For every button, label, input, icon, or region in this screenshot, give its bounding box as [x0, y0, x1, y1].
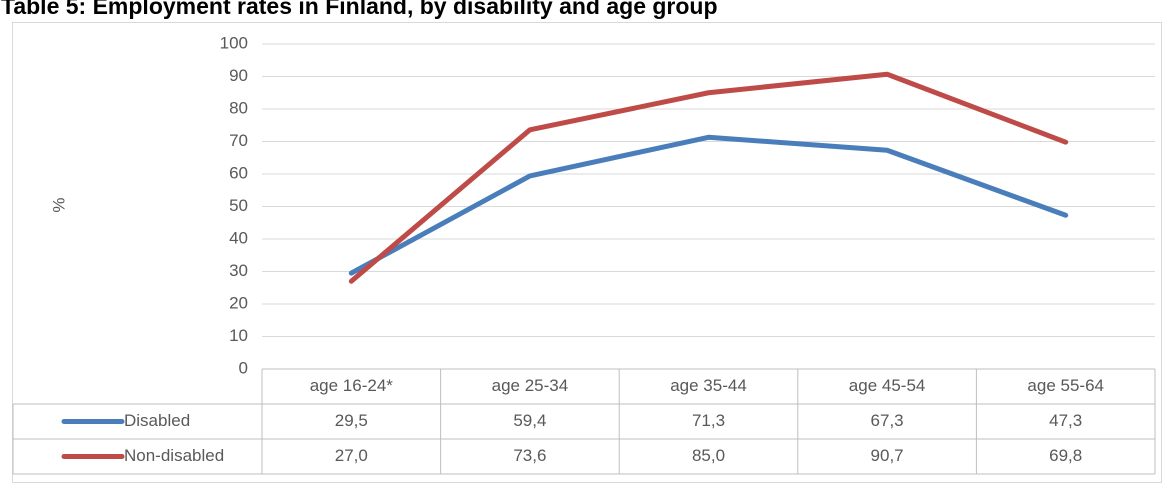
series-line	[348, 134, 1069, 276]
y-tick-label: 20	[229, 293, 248, 312]
y-tick-label: 90	[229, 66, 248, 85]
table-cell: 71,3	[692, 411, 725, 430]
x-tick-label: age 35-44	[670, 376, 747, 395]
table-cell: 85,0	[692, 446, 725, 465]
y-tick-label: 80	[229, 98, 248, 117]
y-axis-label: %	[49, 197, 68, 212]
table-cell: 67,3	[871, 411, 904, 430]
y-tick-label: 0	[239, 358, 248, 377]
table-cell: 29,5	[335, 411, 368, 430]
table-cell: 73,6	[513, 446, 546, 465]
x-tick-label: age 45-54	[849, 376, 926, 395]
x-tick-label: age 16-24*	[310, 376, 394, 395]
chart-frame	[12, 22, 1162, 483]
y-tick-label: 30	[229, 261, 248, 280]
y-tick-label: 10	[229, 326, 248, 345]
y-tick-label: 100	[220, 33, 248, 52]
table-cell: 59,4	[513, 411, 546, 430]
table-cell: 27,0	[335, 446, 368, 465]
y-tick-label: 40	[229, 228, 248, 247]
x-tick-label: age 25-34	[492, 376, 569, 395]
x-tick-label: age 55-64	[1027, 376, 1104, 395]
legend-label: Non-disabled	[124, 446, 224, 465]
table-cell: 90,7	[871, 446, 904, 465]
table-cell: 47,3	[1049, 411, 1082, 430]
legend-label: Disabled	[124, 411, 190, 430]
chart-title: Table 5: Employment rates in Finland, by…	[1, 0, 718, 19]
y-tick-label: 50	[229, 196, 248, 215]
y-tick-label: 60	[229, 163, 248, 182]
table-cell: 69,8	[1049, 446, 1082, 465]
series-line	[348, 71, 1069, 284]
y-tick-label: 70	[229, 131, 248, 150]
